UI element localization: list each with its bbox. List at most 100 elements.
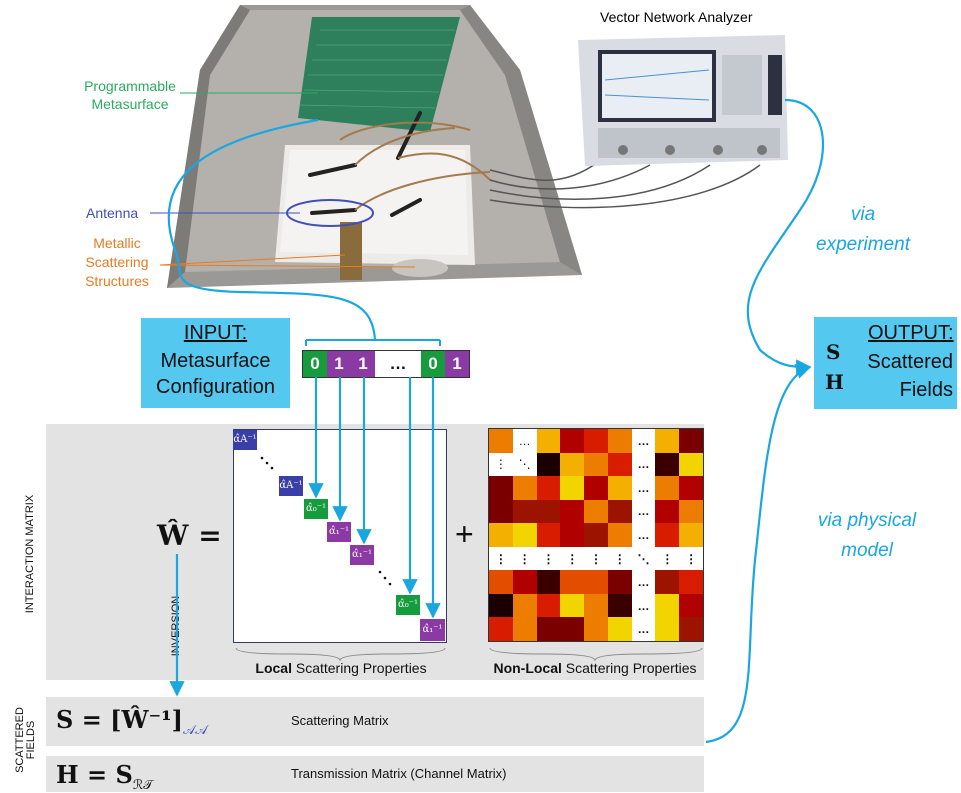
heatmap-cell — [584, 593, 608, 618]
heatmap-cell — [655, 617, 680, 641]
eq-s-sub: 𝒜𝒜 — [183, 722, 208, 738]
via-model-label: via physical model — [817, 510, 917, 561]
via-experiment-label: via experiment — [816, 204, 910, 255]
output-sym-h: H — [825, 370, 844, 394]
eq-s: S = [Ŵ⁻¹]𝒜𝒜 — [56, 705, 208, 738]
heatmap-cell: … — [631, 452, 656, 477]
vna-label: Vector Network Analyzer — [600, 9, 753, 25]
diag-entry-5: α̂₀⁻¹ — [396, 595, 420, 615]
heatmap-cell — [560, 429, 585, 453]
nonlocal-heatmap: …… ⋮ ⋱………… ⋮ ⋮ ⋮ ⋮ ⋮ ⋮ ⋱ ⋮ ⋮……… — [488, 428, 704, 642]
heatmap-cell — [489, 617, 513, 641]
diag-entry-2: α̂₀⁻¹ — [304, 499, 328, 519]
heatmap-cell — [489, 499, 513, 524]
heatmap-cell — [679, 429, 703, 453]
plus-sign: + — [455, 516, 474, 552]
local-caption: Local Scattering Properties — [236, 660, 446, 676]
eq-h-main: H = S — [56, 760, 133, 789]
heatmap-cell — [536, 499, 561, 524]
heatmap-cell — [607, 429, 632, 453]
heatmap-cell — [584, 476, 608, 500]
heatmap-cell — [655, 523, 680, 547]
heatmap-cell — [655, 499, 680, 524]
heatmap-cell: ⋮ — [679, 546, 703, 571]
heatmap-cell — [560, 499, 585, 524]
bit-4: 0 — [421, 351, 445, 377]
heatmap-cell: … — [631, 570, 656, 594]
bit-2: 1 — [351, 351, 375, 377]
heatmap-cell — [512, 593, 537, 618]
eq-h-sub: ℛ𝒯 — [132, 777, 154, 793]
heatmap-cell — [536, 570, 561, 594]
input-text: Metasurface Configuration — [156, 350, 275, 398]
heatmap-cell: … — [631, 523, 656, 547]
heatmap-cell — [536, 429, 561, 453]
bit-1: 1 — [327, 351, 351, 377]
heatmap-cell: … — [631, 429, 656, 453]
scattered-row-1 — [46, 697, 704, 746]
heatmap-cell — [512, 617, 537, 641]
antenna-label: Antenna — [86, 205, 139, 221]
output-text: Scattered Fields — [867, 351, 953, 401]
heatmap-cell — [607, 452, 632, 477]
local-caption-bold: Local — [255, 660, 292, 676]
heatmap-cell — [679, 593, 703, 618]
heatmap-cell — [512, 523, 537, 547]
heatmap-cell: ⋮ — [489, 546, 513, 571]
heatmap-cell — [489, 429, 513, 453]
metasurface-tile — [298, 17, 460, 132]
heatmap-cell: ⋮ — [536, 546, 561, 571]
heatmap-cell: ⋮ — [607, 546, 632, 571]
heatmap-cell: … — [631, 617, 656, 641]
heatmap-cell — [536, 452, 561, 477]
heatmap-cell — [489, 476, 513, 500]
heatmap-cell — [584, 523, 608, 547]
heatmap-cell: … — [631, 499, 656, 524]
heatmap-cell — [679, 499, 703, 524]
scattered-row-2 — [46, 756, 704, 792]
diag-entry-4: α̂₁⁻¹ — [350, 545, 374, 565]
heatmap-cell — [607, 499, 632, 524]
input-box — [141, 318, 290, 408]
heatmap-cell — [607, 476, 632, 500]
scattering-matrix-desc: Scattering Matrix — [291, 713, 389, 728]
heatmap-cell — [607, 523, 632, 547]
heatmap-cell — [512, 570, 537, 594]
eq-s-main: S = [Ŵ⁻¹] — [56, 705, 183, 734]
heatmap-cell: ⋮ — [512, 546, 537, 571]
heatmap-cell: ⋮ — [560, 546, 585, 571]
heatmap-cell — [655, 452, 680, 477]
input-title: INPUT: — [183, 322, 248, 344]
diag-entry-1: α̂A⁻¹ — [279, 476, 303, 496]
heatmap-cell — [536, 523, 561, 547]
bit-5: 1 — [445, 351, 469, 377]
heatmap-cell — [512, 476, 537, 500]
heatmap-cell: … — [512, 429, 537, 453]
heatmap-cell — [679, 523, 703, 547]
heatmap-cell — [560, 593, 585, 618]
bit-string: 0 1 1 … 0 1 — [302, 350, 470, 378]
heatmap-cell — [536, 476, 561, 500]
heatmap-cell — [679, 452, 703, 477]
heatmap-cell — [584, 570, 608, 594]
nonlocal-caption-rest: Scattering Properties — [561, 660, 697, 676]
heatmap-cell — [489, 523, 513, 547]
heatmap-cell — [584, 499, 608, 524]
local-caption-rest: Scattering Properties — [291, 660, 427, 676]
diag-entry-0: α̂A⁻¹ — [233, 430, 257, 450]
heatmap-cell — [655, 429, 680, 453]
transmission-matrix-desc: Transmission Matrix (Channel Matrix) — [291, 766, 507, 781]
diag-entry-6: α̂₁⁻¹ — [420, 619, 445, 641]
heatmap-cell — [536, 617, 561, 641]
heatmap-cell — [607, 617, 632, 641]
output-box — [814, 317, 957, 409]
bit-0: 0 — [303, 351, 327, 377]
heatmap-cell — [679, 570, 703, 594]
heatmap-cell: ⋱ — [512, 452, 537, 477]
heatmap-cell — [560, 617, 585, 641]
heatmap-cell — [536, 593, 561, 618]
heatmap-cell: ⋱ — [631, 546, 656, 571]
